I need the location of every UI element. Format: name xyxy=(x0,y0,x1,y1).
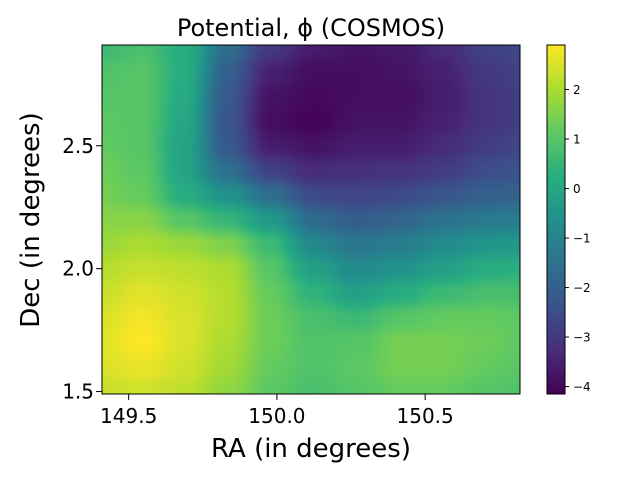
colorbar: −4 −3 −2 −1 0 1 2 xyxy=(546,44,591,395)
x-axis: 149.5 150.0 150.5 xyxy=(100,394,454,428)
colorbar-tick-label: 2 xyxy=(573,83,581,97)
colorbar-tick-label: 1 xyxy=(573,133,581,147)
colorbar-tick-label: −3 xyxy=(573,331,591,345)
colorbar-axis: −4 −3 −2 −1 0 1 2 xyxy=(565,83,591,394)
colorbar-tick-label: −1 xyxy=(573,232,591,246)
colorbar-tick-label: −4 xyxy=(573,380,591,394)
y-axis: 1.5 2.0 2.5 xyxy=(62,134,102,404)
y-tick-label: 2.5 xyxy=(62,134,94,158)
x-axis-label: RA (in degrees) xyxy=(211,434,411,464)
plot-frame xyxy=(101,44,521,395)
plot-area xyxy=(101,44,521,395)
heatmap-field xyxy=(102,45,520,394)
x-tick-label: 150.5 xyxy=(397,404,454,428)
x-tick-label: 149.5 xyxy=(100,404,157,428)
y-tick-label: 1.5 xyxy=(62,380,94,404)
colorbar-gradient xyxy=(546,44,566,395)
colorbar-tick-label: −2 xyxy=(573,281,591,295)
chart-title: Potential, ϕ (COSMOS) xyxy=(177,14,445,42)
y-tick-label: 2.0 xyxy=(62,257,94,281)
colorbar-tick-label: 0 xyxy=(573,182,581,196)
x-tick-label: 150.0 xyxy=(248,404,305,428)
y-axis-label: Dec (in degrees) xyxy=(16,112,46,328)
